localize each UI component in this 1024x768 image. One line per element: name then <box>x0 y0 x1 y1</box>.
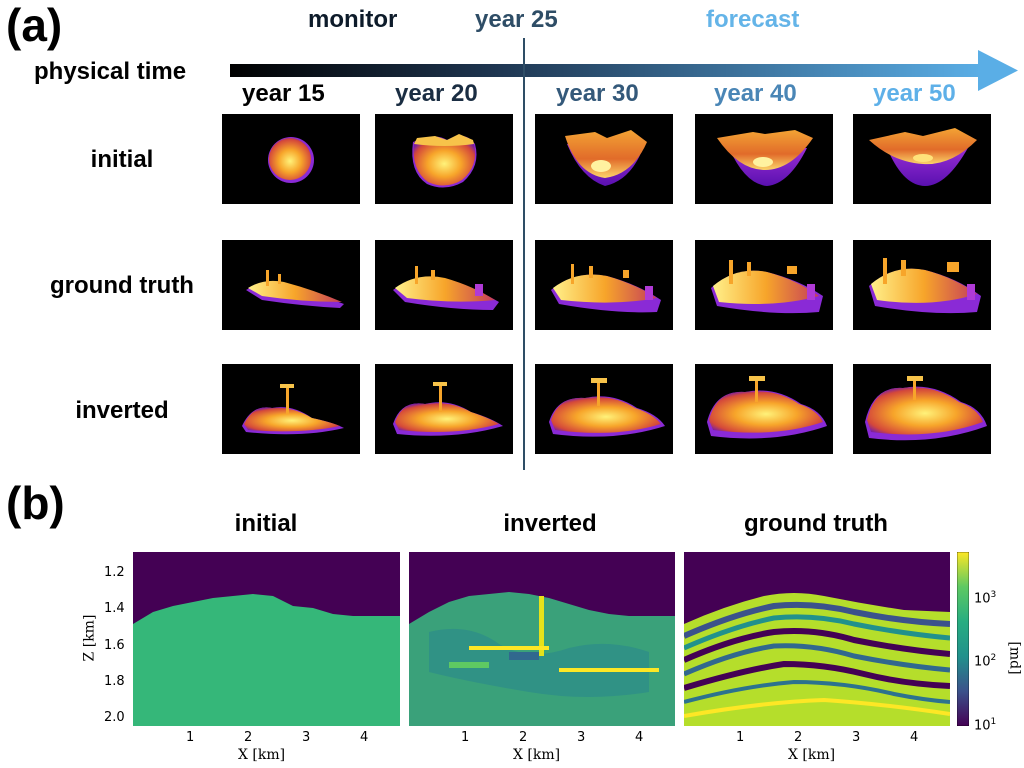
row-label-ground-truth: ground truth <box>50 272 194 299</box>
thumb-inverted-year-40 <box>695 364 833 454</box>
year-30-header: year 30 <box>556 80 639 107</box>
colorbar-tick-1e3: 103 <box>974 590 997 607</box>
thumb-inverted-year-15 <box>222 364 360 454</box>
x-tick-gt-2: 2 <box>794 730 803 745</box>
colorbar-tick-1e2: 102 <box>974 653 997 670</box>
year-40-header: year 40 <box>714 80 797 107</box>
year-15-header: year 15 <box>242 80 325 107</box>
x-axis-label-ground-truth: X [km] <box>788 747 836 763</box>
plot-inverted <box>409 552 675 726</box>
y-tick-1-2: 1.2 <box>104 565 125 580</box>
x-tick-initial-3: 3 <box>302 730 311 745</box>
y-tick-1-4: 1.4 <box>104 601 125 616</box>
panel-b-title-inverted: inverted <box>503 510 597 537</box>
thumb-initial-year-15 <box>222 114 360 204</box>
colorbar-tick-1e1: 101 <box>974 717 997 734</box>
thumb-ground-truth-year-40 <box>695 240 833 330</box>
physical-time-label: physical time <box>34 58 187 85</box>
row-label-inverted: inverted <box>75 397 169 424</box>
x-tick-inverted-1: 1 <box>461 730 470 745</box>
y-tick-2-0: 2.0 <box>104 710 125 725</box>
plot-ground-truth <box>684 552 950 726</box>
x-tick-inverted-4: 4 <box>635 730 644 745</box>
year-25-divider <box>523 38 525 470</box>
thumb-ground-truth-year-30 <box>535 240 673 330</box>
year-20-header: year 20 <box>395 80 478 107</box>
thumb-initial-year-30 <box>535 114 673 204</box>
x-tick-gt-4: 4 <box>910 730 919 745</box>
x-tick-initial-2: 2 <box>244 730 253 745</box>
year-25-label: year 25 <box>475 6 558 33</box>
x-axis-label-inverted: X [km] <box>513 747 561 763</box>
x-tick-inverted-2: 2 <box>519 730 528 745</box>
x-tick-initial-1: 1 <box>186 730 195 745</box>
x-tick-inverted-3: 3 <box>577 730 586 745</box>
y-tick-1-8: 1.8 <box>104 674 125 689</box>
thumb-inverted-year-20 <box>375 364 513 454</box>
x-tick-initial-4: 4 <box>360 730 369 745</box>
panel-a-label: (a) <box>6 0 63 51</box>
panel-b-label: (b) <box>6 477 65 529</box>
forecast-label: forecast <box>706 6 800 33</box>
panel-b-title-ground-truth: ground truth <box>744 510 888 537</box>
plot-initial <box>133 552 400 726</box>
colorbar <box>957 552 969 726</box>
x-tick-gt-1: 1 <box>736 730 745 745</box>
thumb-ground-truth-year-20 <box>375 240 513 330</box>
thumb-initial-year-40 <box>695 114 833 204</box>
time-arrow <box>230 50 1018 91</box>
x-axis-label-initial: X [km] <box>238 747 286 763</box>
thumb-initial-year-50 <box>853 114 991 204</box>
year-50-header: year 50 <box>873 80 956 107</box>
monitor-label: monitor <box>308 6 398 33</box>
thumb-inverted-year-50 <box>853 364 991 454</box>
row-label-initial: initial <box>90 146 154 173</box>
y-tick-1-6: 1.6 <box>104 638 125 653</box>
x-tick-gt-3: 3 <box>852 730 861 745</box>
thumb-initial-year-20 <box>375 114 513 204</box>
colorbar-label: [md] <box>1006 641 1023 675</box>
thumb-ground-truth-year-50 <box>853 240 991 330</box>
z-axis-label: Z [km] <box>81 614 98 662</box>
thumb-inverted-year-30 <box>535 364 673 454</box>
panel-b-title-initial: initial <box>234 510 298 537</box>
thumb-ground-truth-year-15 <box>222 240 360 330</box>
